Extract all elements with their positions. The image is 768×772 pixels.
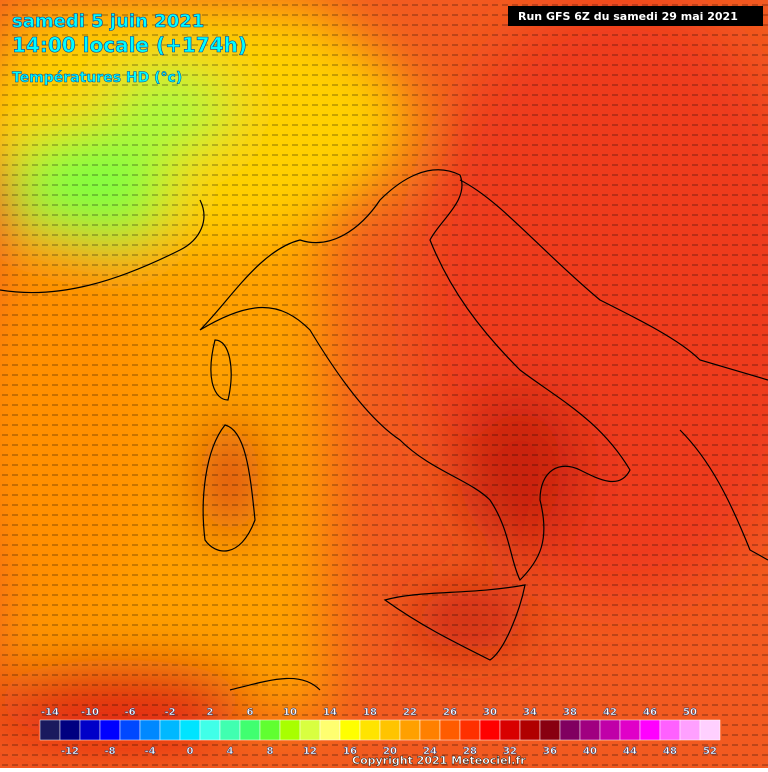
scale-label: 30: [483, 707, 497, 718]
color-swatch: [79, 719, 101, 741]
scale-label: 8: [267, 746, 274, 757]
color-swatch: [599, 719, 621, 741]
scale-label: 38: [563, 707, 577, 718]
color-swatch: [619, 719, 641, 741]
scale-label: 34: [523, 707, 537, 718]
scale-label: 50: [683, 707, 697, 718]
color-swatch: [419, 719, 441, 741]
color-swatch: [639, 719, 661, 741]
scale-label: 28: [463, 746, 477, 757]
scale-label: 48: [663, 746, 677, 757]
color-swatch: [479, 719, 501, 741]
color-swatch: [319, 719, 341, 741]
scale-label: 32: [503, 746, 517, 757]
color-swatch: [519, 719, 541, 741]
color-swatch: [659, 719, 681, 741]
scale-label: -10: [81, 707, 99, 718]
scale-label: 4: [227, 746, 234, 757]
scale-label: -6: [124, 707, 135, 718]
color-swatch: [579, 719, 601, 741]
scale-label: 44: [623, 746, 637, 757]
color-swatch: [459, 719, 481, 741]
color-swatch: [139, 719, 161, 741]
color-swatch: [59, 719, 81, 741]
scale-label: -4: [144, 746, 155, 757]
color-swatch: [239, 719, 261, 741]
color-swatch: [179, 719, 201, 741]
forecast-time: 14:00 locale (+174h): [12, 33, 247, 57]
color-swatch: [539, 719, 561, 741]
color-swatch: [279, 719, 301, 741]
scale-label: 2: [207, 707, 214, 718]
scale-label: 20: [383, 746, 397, 757]
scale-label: 26: [443, 707, 457, 718]
scale-label: 36: [543, 746, 557, 757]
copyright: Copyright 2021 Meteociel.fr: [352, 754, 526, 767]
color-swatch: [439, 719, 461, 741]
color-swatch: [379, 719, 401, 741]
color-swatch: [339, 719, 361, 741]
color-swatch: [259, 719, 281, 741]
scale-label: 0: [187, 746, 194, 757]
scale-label: 10: [283, 707, 297, 718]
scale-label: 40: [583, 746, 597, 757]
color-swatch: [299, 719, 321, 741]
scale-label: -8: [104, 746, 115, 757]
scale-label: 12: [303, 746, 317, 757]
color-swatch: [679, 719, 701, 741]
color-swatch: [559, 719, 581, 741]
scale-label: 6: [247, 707, 254, 718]
color-swatch: [119, 719, 141, 741]
scale-label: 46: [643, 707, 657, 718]
scale-label: -12: [61, 746, 79, 757]
scale-label: 24: [423, 746, 437, 757]
color-swatch: [359, 719, 381, 741]
scale-label: 16: [343, 746, 357, 757]
color-scale: -14-12-10-8-6-4-202468101214161820222426…: [39, 707, 721, 757]
forecast-date: samedi 5 juin 2021: [12, 11, 204, 32]
scale-label: 18: [363, 707, 377, 718]
color-swatch: [199, 719, 221, 741]
scale-label: 52: [703, 746, 717, 757]
run-label: Run GFS 6Z du samedi 29 mai 2021: [518, 10, 738, 23]
coastlines: [0, 169, 768, 691]
color-swatch: [219, 719, 241, 741]
color-swatch: [399, 719, 421, 741]
color-swatch: [39, 719, 61, 741]
scale-label: 14: [323, 707, 337, 718]
color-swatch: [499, 719, 521, 741]
scale-label: 42: [603, 707, 617, 718]
color-swatch: [699, 719, 721, 741]
scale-label: -14: [41, 707, 59, 718]
run-box: [508, 6, 763, 26]
scale-label: 22: [403, 707, 417, 718]
scale-label: -2: [164, 707, 175, 718]
color-swatch: [99, 719, 121, 741]
color-swatch: [159, 719, 181, 741]
field-name: Températures HD (°c): [12, 70, 182, 86]
